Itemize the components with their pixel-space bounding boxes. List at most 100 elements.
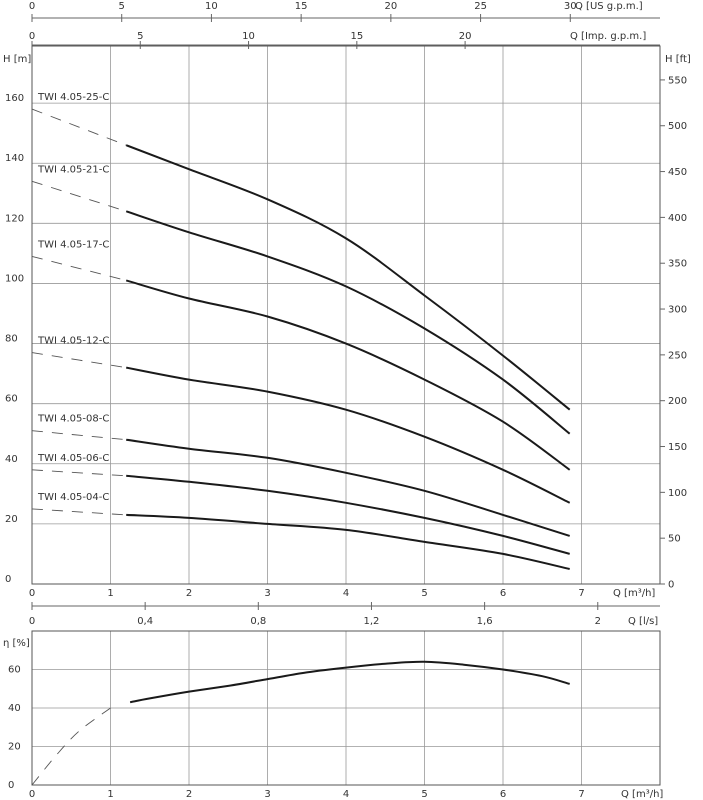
- head-ft-tick-label: 0: [668, 580, 674, 591]
- head-m-axis-label: H [m]: [3, 54, 31, 65]
- head-curve-extension: [31, 352, 127, 369]
- head-q-tick-label: 4: [343, 588, 349, 599]
- head-ft-ticks: 0 50 100 150 200 250 300 350 400 450 500 550: [660, 75, 687, 591]
- ls-tick-label: 1,2: [364, 616, 380, 627]
- head-curves: [31, 108, 571, 570]
- head-q-tick-label: 6: [500, 588, 506, 599]
- efficiency-axis-label: η [%]: [3, 638, 30, 649]
- efficiency-tick-label: 40: [8, 703, 21, 714]
- head-curve-label: TWI 4.05-25-C: [37, 92, 109, 103]
- ls-ticks: 0 0,4 0,8 1,2 1,6 2: [29, 602, 601, 627]
- head-ft-tick-label: 100: [668, 488, 687, 499]
- head-ft-tick-label: 150: [668, 442, 687, 453]
- efficiency-curve: [129, 660, 570, 704]
- head-m-tick-label: 80: [5, 334, 18, 345]
- us-gpm-tick-label: 25: [474, 1, 487, 12]
- head-q-tick-label: 1: [107, 588, 113, 599]
- head-q-m3h-axis-label: Q [m³/h]: [613, 588, 655, 599]
- head-curve-extension: [31, 180, 127, 212]
- head-ft-tick-label: 400: [668, 213, 687, 224]
- ls-tick-label: 0,4: [137, 616, 153, 627]
- head-q-tick-label: 0: [29, 588, 35, 599]
- efficiency-q-tick-label: 1: [107, 789, 113, 800]
- head-curve-labels: TWI 4.05-25-C TWI 4.05-21-C TWI 4.05-17-C T…: [37, 92, 109, 503]
- head-curve-extension: [31, 508, 127, 516]
- imp-gpm-axis-label: Q [Imp. g.p.m.]: [570, 31, 646, 42]
- head-m-tick-label: 60: [5, 394, 18, 405]
- imp-gpm-tick-label: 20: [459, 31, 472, 42]
- efficiency-q-tick-label: 0: [29, 789, 35, 800]
- efficiency-tick-label: 60: [8, 665, 21, 676]
- efficiency-q-tick-label: 6: [500, 789, 506, 800]
- head-curve: [126, 474, 570, 555]
- head-m-tick-label: 160: [5, 93, 24, 104]
- head-curve: [125, 279, 571, 471]
- ls-tick-label: 0,8: [250, 616, 266, 627]
- head-curve: [126, 513, 570, 570]
- head-curve-label: TWI 4.05-12-C: [37, 336, 109, 347]
- head-q-tick-label: 5: [421, 588, 427, 599]
- efficiency-q-tick-label: 3: [264, 789, 270, 800]
- head-ft-tick-label: 450: [668, 167, 687, 178]
- head-curve-extension: [31, 469, 127, 477]
- efficiency-grid: [31, 631, 660, 786]
- head-plot-frame: [31, 45, 661, 585]
- us-gpm-tick-label: 10: [205, 1, 218, 12]
- head-m-tick-label: 40: [5, 454, 18, 465]
- head-curve-label: TWI 4.05-08-C: [37, 414, 109, 425]
- efficiency-y-ticks: 0 20 40 60: [8, 665, 21, 792]
- top-axes: 0 5 10 15 20 25 30 Q [US g.p.m.] 0 5 10 15 20 Q [I…: [29, 1, 660, 49]
- head-y-ticks: 0 20 40 60 80 100 120 140 160: [5, 93, 24, 585]
- efficiency-q-tick-label: 5: [421, 789, 427, 800]
- us-gpm-tick-label: 5: [119, 1, 125, 12]
- head-curve: [125, 210, 571, 435]
- ls-axis-label: Q [l/s]: [628, 616, 658, 627]
- efficiency-x-ticks: 0 1 2 3 4 5 6 7: [29, 789, 585, 800]
- imp-gpm-tick-label: 15: [350, 31, 363, 42]
- head-m-tick-label: 100: [5, 273, 24, 284]
- head-curve: [125, 144, 571, 411]
- efficiency-q-tick-label: 4: [343, 789, 349, 800]
- head-curve: [126, 438, 571, 537]
- us-gpm-ticks: 0 5 10 15 20 25 30: [29, 1, 577, 22]
- efficiency-chart: 0 20 40 60 η [%] 0 1 2 3 4 5 6 7 Q [m³/h]: [3, 630, 663, 800]
- us-gpm-axis-label: Q [US g.p.m.]: [575, 1, 643, 12]
- us-gpm-tick-label: 30: [564, 1, 577, 12]
- us-gpm-tick-label: 20: [384, 1, 397, 12]
- us-gpm-tick-label: 0: [29, 1, 35, 12]
- head-q-tick-label: 7: [578, 588, 584, 599]
- head-curve-extension: [31, 255, 127, 281]
- ls-axis: 0 0,4 0,8 1,2 1,6 2 Q [l/s]: [29, 602, 660, 627]
- head-curve-extension: [31, 108, 127, 146]
- efficiency-q-tick-label: 7: [578, 789, 584, 800]
- head-q-tick-label: 2: [186, 588, 192, 599]
- ls-tick-label: 1,6: [477, 616, 493, 627]
- ls-tick-label: 0: [29, 616, 35, 627]
- head-ft-tick-label: 250: [668, 350, 687, 361]
- imp-gpm-tick-label: 5: [137, 31, 143, 42]
- efficiency-q-tick-label: 2: [186, 789, 192, 800]
- head-ft-axis-label: H [ft]: [665, 54, 691, 65]
- head-curve-label: TWI 4.05-04-C: [37, 492, 109, 503]
- us-gpm-tick-label: 15: [295, 1, 308, 12]
- head-curve-label: TWI 4.05-17-C: [37, 239, 109, 250]
- head-ft-tick-label: 500: [668, 121, 687, 132]
- imp-gpm-tick-label: 10: [242, 31, 255, 42]
- head-ft-tick-label: 200: [668, 396, 687, 407]
- head-curve-label: TWI 4.05-21-C: [37, 164, 109, 175]
- ls-tick-label: 2: [595, 616, 601, 627]
- efficiency-plot-frame: [31, 630, 661, 786]
- head-m-tick-label: 120: [5, 213, 24, 224]
- head-ft-tick-label: 550: [668, 75, 687, 86]
- head-m-tick-label: 140: [5, 153, 24, 164]
- head-ft-tick-label: 350: [668, 259, 687, 270]
- head-curve-extension: [31, 430, 127, 441]
- head-x-ticks: 0 1 2 3 4 5 6 7: [29, 588, 585, 599]
- efficiency-tick-label: 20: [8, 742, 21, 753]
- efficiency-curve-group: [31, 660, 570, 786]
- head-curve-label: TWI 4.05-06-C: [37, 453, 109, 464]
- head-curve: [126, 366, 571, 504]
- efficiency-q-axis-label: Q [m³/h]: [621, 789, 663, 800]
